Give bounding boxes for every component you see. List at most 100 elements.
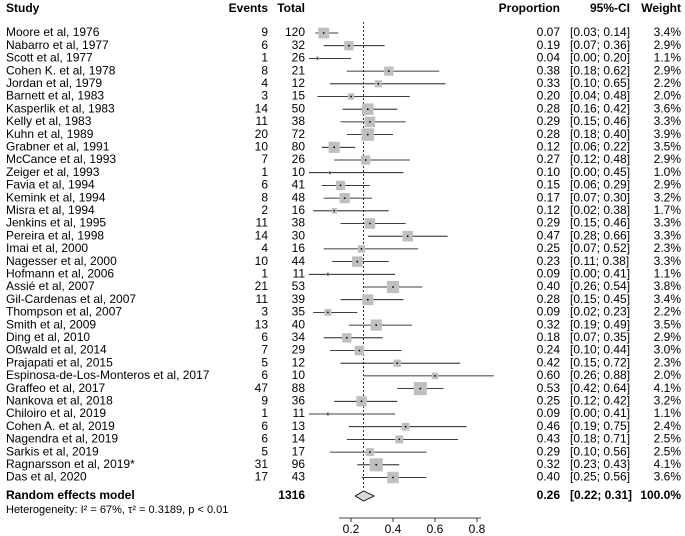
- ci: [0.00; 0.45]: [570, 165, 630, 179]
- proportion: 0.46: [537, 419, 561, 433]
- point-estimate: [343, 197, 346, 200]
- proportion: 0.28: [537, 101, 561, 115]
- events: 7: [261, 152, 268, 166]
- ci: [0.00; 0.41]: [570, 266, 630, 280]
- study-name: Kasperlik et al, 1983: [6, 101, 115, 115]
- weight: 2.2%: [654, 76, 682, 90]
- proportion: 0.24: [537, 343, 561, 357]
- events: 8: [261, 190, 268, 204]
- weight: 2.9%: [654, 330, 682, 344]
- study-name: Nabarro et al, 1977: [6, 38, 109, 52]
- proportion: 0.10: [537, 165, 561, 179]
- weight: 3.4%: [654, 292, 682, 306]
- ci: [0.00; 0.20]: [570, 51, 630, 65]
- point-estimate: [404, 425, 407, 428]
- weight: 4.1%: [654, 381, 682, 395]
- total: 40: [292, 317, 306, 331]
- proportion: 0.29: [537, 444, 561, 458]
- study-name: Prajapati et al, 2015: [6, 355, 113, 369]
- study-name: Chiloiro et al, 2019: [6, 406, 106, 420]
- proportion: 0.28: [537, 292, 561, 306]
- point-estimate: [348, 44, 350, 47]
- events: 10: [255, 254, 269, 268]
- point-estimate: [360, 400, 363, 403]
- study-name: McCance et al, 1993: [6, 152, 116, 166]
- ci: [0.02; 0.23]: [570, 305, 630, 319]
- ci: [0.28; 0.66]: [570, 228, 630, 242]
- ci: [0.23; 0.43]: [570, 457, 630, 471]
- total: 50: [292, 101, 306, 115]
- summary-weight: 100.0%: [640, 488, 681, 502]
- proportion: 0.17: [537, 190, 561, 204]
- events: 1: [261, 266, 268, 280]
- study-name: Hofmann et al, 2006: [6, 266, 114, 280]
- events: 8: [261, 63, 268, 77]
- events: 3: [261, 305, 268, 319]
- point-estimate: [434, 375, 436, 377]
- study-name: Barnett et al, 1983: [6, 89, 104, 103]
- point-estimate: [387, 70, 390, 72]
- header-ci: 95%-CI: [590, 1, 630, 15]
- events: 6: [261, 330, 268, 344]
- weight: 3.2%: [654, 190, 682, 204]
- ci: [0.10; 0.44]: [570, 343, 630, 357]
- ci: [0.26; 0.54]: [570, 279, 630, 293]
- proportion: 0.07: [537, 25, 561, 39]
- weight: 4.1%: [654, 457, 682, 471]
- point-estimate: [369, 451, 371, 453]
- total: 35: [292, 305, 306, 319]
- study-name: Gil-Cardenas et al, 2007: [6, 292, 136, 306]
- ci: [0.04; 0.48]: [570, 89, 630, 103]
- events: 2: [261, 203, 268, 217]
- study-name: Cohen A. et al, 2019: [6, 419, 115, 433]
- events: 9: [261, 393, 268, 407]
- ci: [0.15; 0.46]: [570, 216, 630, 230]
- total: 12: [292, 355, 306, 369]
- weight: 1.0%: [654, 165, 682, 179]
- events: 1: [261, 51, 268, 65]
- ci: [0.07; 0.35]: [570, 330, 630, 344]
- total: 38: [292, 114, 306, 128]
- total: 16: [292, 203, 306, 217]
- weight: 3.3%: [654, 254, 682, 268]
- total: 13: [292, 419, 306, 433]
- point-estimate: [358, 349, 361, 352]
- ci: [0.12; 0.42]: [570, 393, 630, 407]
- weight: 3.8%: [654, 279, 682, 293]
- events: 10: [255, 139, 269, 153]
- total: 34: [292, 330, 306, 344]
- proportion: 0.32: [537, 317, 561, 331]
- ci: [0.11; 0.38]: [570, 254, 629, 268]
- study-name: Nagesser et al, 2000: [6, 254, 117, 268]
- total: 96: [292, 457, 306, 471]
- study-name: Pereira et al, 1998: [6, 228, 104, 242]
- header-weight: Weight: [641, 1, 681, 15]
- ci: [0.00; 0.41]: [570, 406, 630, 420]
- ci: [0.12; 0.48]: [570, 152, 630, 166]
- proportion: 0.47: [537, 228, 561, 242]
- total: 15: [292, 89, 306, 103]
- point-estimate: [377, 82, 380, 85]
- study-name: Moore et al, 1976: [6, 25, 100, 39]
- events: 5: [261, 355, 268, 369]
- point-estimate: [392, 286, 394, 288]
- study-name: Cohen K. et al, 1978: [6, 63, 116, 77]
- study-name: Graffeo et al, 2017: [6, 381, 106, 395]
- weight: 3.6%: [654, 101, 682, 115]
- proportion: 0.25: [537, 241, 561, 255]
- study-name: Nankova et al, 2018: [6, 393, 113, 407]
- proportion: 0.53: [537, 381, 561, 395]
- events: 6: [261, 432, 268, 446]
- study-name: Espinosa-de-Los-Monteros et al, 2017: [6, 368, 210, 382]
- events: 47: [255, 381, 269, 395]
- weight: 3.2%: [654, 393, 682, 407]
- proportion: 0.27: [537, 152, 561, 166]
- ci: [0.18; 0.71]: [570, 432, 630, 446]
- total: 44: [292, 254, 306, 268]
- study-name: Favia et al, 1994: [6, 178, 95, 192]
- study-name: Misra et al, 1994: [6, 203, 95, 217]
- point-estimate: [366, 108, 369, 111]
- events: 9: [261, 25, 268, 39]
- point-estimate: [419, 387, 422, 390]
- proportion: 0.40: [537, 279, 561, 293]
